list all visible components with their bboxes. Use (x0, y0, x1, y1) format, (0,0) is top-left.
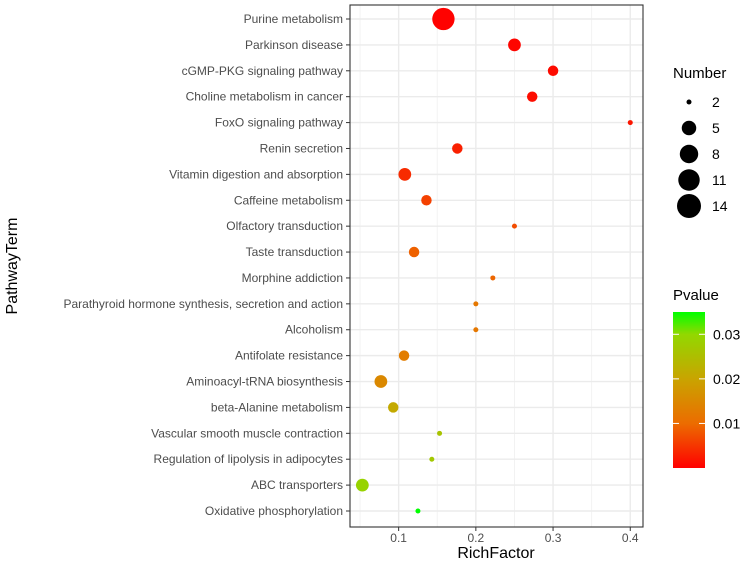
data-point (627, 120, 633, 126)
panel-border (349, 4, 644, 528)
y-tick-label: Olfactory transduction (226, 219, 343, 233)
y-tick-label: Parkinson disease (245, 38, 343, 52)
colorbar-label: 0.03 (713, 326, 740, 342)
data-point (432, 7, 455, 31)
y-tick-label: beta-Alanine metabolism (211, 400, 343, 414)
color-legend-title: Pvalue (673, 287, 719, 304)
data-point (429, 456, 435, 462)
data-point (415, 508, 421, 514)
data-point (452, 143, 463, 154)
color-legend: Pvalue 0.01 0.02 0.03 (673, 287, 740, 468)
y-tick-label: Vascular smooth muscle contraction (151, 426, 343, 440)
y-tick-label: Oxidative phosphorylation (205, 504, 343, 518)
plot-panel (349, 4, 644, 528)
y-tick-label: FoxO signaling pathway (215, 116, 343, 130)
size-legend-key (679, 144, 699, 164)
y-axis-ticks: Purine metabolism Parkinson disease cGMP-P… (64, 12, 350, 518)
y-tick-label: ABC transporters (251, 478, 343, 492)
size-legend-key (681, 120, 697, 136)
x-tick-label: 0.4 (622, 531, 639, 545)
y-tick-label: cGMP-PKG signaling pathway (182, 64, 343, 78)
x-tick-label: 0.1 (390, 531, 407, 545)
x-tick-label: 0.3 (545, 531, 562, 545)
y-tick-label: Antifolate resistance (235, 349, 343, 363)
size-legend-label: 14 (712, 198, 728, 214)
data-point (387, 402, 399, 413)
data-point (508, 38, 521, 52)
size-legend-label: 5 (712, 120, 720, 136)
colorbar-label: 0.01 (713, 415, 740, 431)
size-legend-title: Number (673, 65, 726, 82)
data-point (490, 275, 496, 281)
x-axis-ticks: 0.1 0.2 0.3 0.4 (390, 527, 639, 545)
size-legend-label: 8 (712, 146, 720, 162)
size-legend-label: 2 (712, 94, 720, 110)
data-point (511, 223, 517, 229)
size-legend-key (678, 169, 700, 191)
data-points (355, 7, 633, 514)
y-tick-label: Taste transduction (246, 245, 343, 259)
y-axis-title: PathwayTerm (4, 218, 21, 315)
size-legend: Number 2 5 8 11 14 (673, 65, 728, 218)
data-point (547, 65, 559, 77)
y-tick-label: Caffeine metabolism (234, 193, 343, 207)
panel-background (350, 5, 643, 527)
y-tick-label: Parathyroid hormone synthesis, secretion… (64, 297, 344, 311)
size-legend-key (677, 194, 701, 218)
y-tick-label: Aminoacyl-tRNA biosynthesis (186, 375, 343, 389)
y-tick-label: Morphine addiction (242, 271, 343, 285)
x-axis-title: RichFactor (457, 545, 535, 562)
x-tick-label: 0.2 (468, 531, 485, 545)
y-tick-label: Alcoholism (285, 323, 343, 337)
y-tick-label: Purine metabolism (244, 12, 343, 26)
data-point (473, 301, 479, 307)
size-legend-key (686, 99, 692, 105)
data-point (526, 91, 538, 102)
y-tick-label: Choline metabolism in cancer (186, 90, 343, 104)
data-point (355, 478, 369, 492)
colorbar-label: 0.02 (713, 371, 740, 387)
size-legend-label: 11 (712, 172, 727, 188)
y-tick-label: Vitamin digestion and absorption (169, 167, 343, 181)
pvalue-colorbar (673, 312, 705, 468)
data-point (421, 195, 432, 206)
y-tick-label: Regulation of lipolysis in adipocytes (154, 452, 343, 466)
data-point (437, 430, 443, 436)
data-point (473, 327, 479, 333)
data-point (398, 167, 412, 181)
data-point (398, 350, 410, 361)
data-point (408, 246, 420, 258)
y-tick-label: Renin secretion (260, 141, 343, 155)
data-point (374, 375, 388, 388)
